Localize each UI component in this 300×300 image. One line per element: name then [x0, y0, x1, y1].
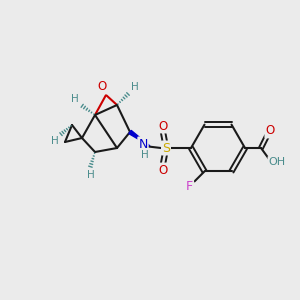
Text: H: H: [71, 94, 79, 104]
Text: OH: OH: [268, 157, 286, 167]
Text: O: O: [266, 124, 274, 137]
Text: H: H: [131, 82, 139, 92]
Text: H: H: [141, 150, 149, 160]
Text: O: O: [98, 80, 106, 94]
Text: O: O: [158, 119, 168, 133]
Text: H: H: [87, 170, 95, 180]
Text: H: H: [51, 136, 59, 146]
Polygon shape: [129, 130, 150, 146]
Text: N: N: [138, 137, 148, 151]
Text: O: O: [158, 164, 168, 176]
Text: F: F: [186, 180, 193, 193]
Text: S: S: [162, 142, 170, 154]
